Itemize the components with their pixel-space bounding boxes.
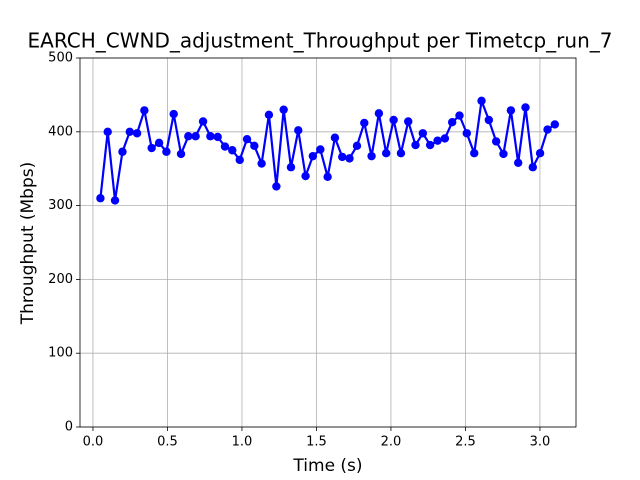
point [418, 129, 428, 138]
point [470, 149, 479, 158]
point [257, 159, 266, 168]
point [528, 163, 537, 172]
y-tick-label: 100 [48, 346, 73, 361]
point [140, 106, 149, 115]
point [235, 155, 244, 165]
point [396, 149, 406, 158]
x-tick-label: 1.0 [232, 435, 253, 450]
point [184, 132, 193, 141]
point [176, 149, 186, 159]
y-tick-label: 0 [65, 420, 73, 435]
point [316, 145, 325, 154]
point [198, 117, 208, 126]
point [381, 149, 391, 158]
point [125, 127, 134, 136]
point [360, 118, 369, 128]
point [550, 120, 560, 129]
point [308, 151, 318, 161]
x-axis-label: Time (s) [292, 456, 362, 476]
y-tick-label: 500 [48, 51, 73, 66]
point [367, 151, 376, 161]
point [110, 196, 120, 205]
point [506, 106, 516, 115]
x-tick-label: 1.5 [306, 435, 327, 450]
y-axis-label: Throughput (Mbps) [18, 162, 38, 326]
point [154, 138, 164, 148]
point [264, 110, 274, 120]
point [162, 147, 171, 156]
chart-title: EARCH_CWND_adjustment_Throughput per Tim… [28, 29, 613, 53]
point [279, 105, 288, 114]
x-tick-label: 0.0 [83, 435, 104, 450]
point [206, 132, 215, 141]
point [535, 149, 545, 158]
y-tick-label: 200 [48, 272, 73, 287]
point [323, 172, 332, 182]
x-tick-label: 0.5 [157, 435, 178, 450]
point [477, 96, 486, 106]
point [294, 126, 303, 135]
point [425, 140, 435, 150]
point [301, 171, 310, 181]
x-tick-label: 2.0 [381, 435, 402, 450]
point [447, 118, 457, 127]
point [147, 143, 156, 153]
point [191, 132, 200, 141]
point [521, 103, 530, 112]
x-tick-label: 2.5 [455, 435, 476, 450]
point [338, 152, 347, 162]
point [543, 125, 552, 134]
point [330, 133, 340, 142]
point [513, 158, 523, 167]
point [118, 147, 127, 156]
point [169, 109, 178, 119]
point [491, 137, 501, 146]
point [374, 109, 384, 118]
point [213, 132, 222, 142]
point [345, 154, 354, 163]
point [499, 149, 508, 159]
point [440, 134, 450, 143]
point [455, 111, 464, 120]
point [389, 115, 398, 125]
point [433, 136, 442, 145]
point [462, 129, 471, 138]
plot-frame [79, 57, 577, 428]
y-tick-label: 300 [48, 198, 73, 213]
point [96, 194, 105, 203]
x-tick-label: 3.0 [530, 435, 551, 450]
point [250, 141, 259, 151]
point [411, 140, 420, 150]
y-tick-label: 400 [48, 124, 73, 139]
point [242, 134, 252, 144]
point [132, 129, 142, 138]
point [286, 163, 296, 172]
point [220, 142, 230, 151]
point [484, 115, 494, 125]
point [404, 117, 413, 126]
point [103, 127, 112, 136]
point [352, 141, 362, 151]
point [272, 182, 281, 191]
point [228, 146, 237, 155]
